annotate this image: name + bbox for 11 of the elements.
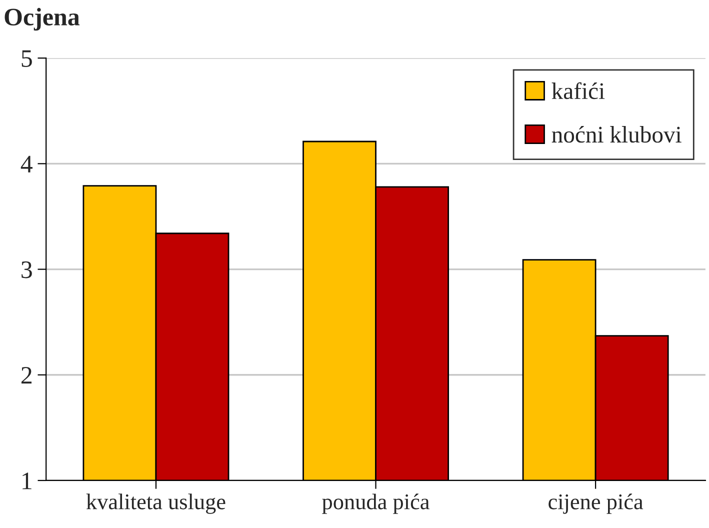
y-tick-label: 5 xyxy=(22,50,32,67)
y-tick-label: 3 xyxy=(22,261,32,278)
y-tick-label: 4 xyxy=(20,156,32,172)
legend-label: noćni klubovi xyxy=(552,126,682,143)
y-tick-label: 2 xyxy=(21,367,32,384)
y-tick-label: 1 xyxy=(22,472,32,490)
legend-label: kafići xyxy=(552,82,605,100)
y-axis-title: Ocjena xyxy=(4,8,80,31)
x-tick-label: kvaliteta usluge xyxy=(86,494,226,514)
x-tick-label: cijene pića xyxy=(548,494,644,514)
x-tick-label: ponuda pića xyxy=(322,494,430,514)
